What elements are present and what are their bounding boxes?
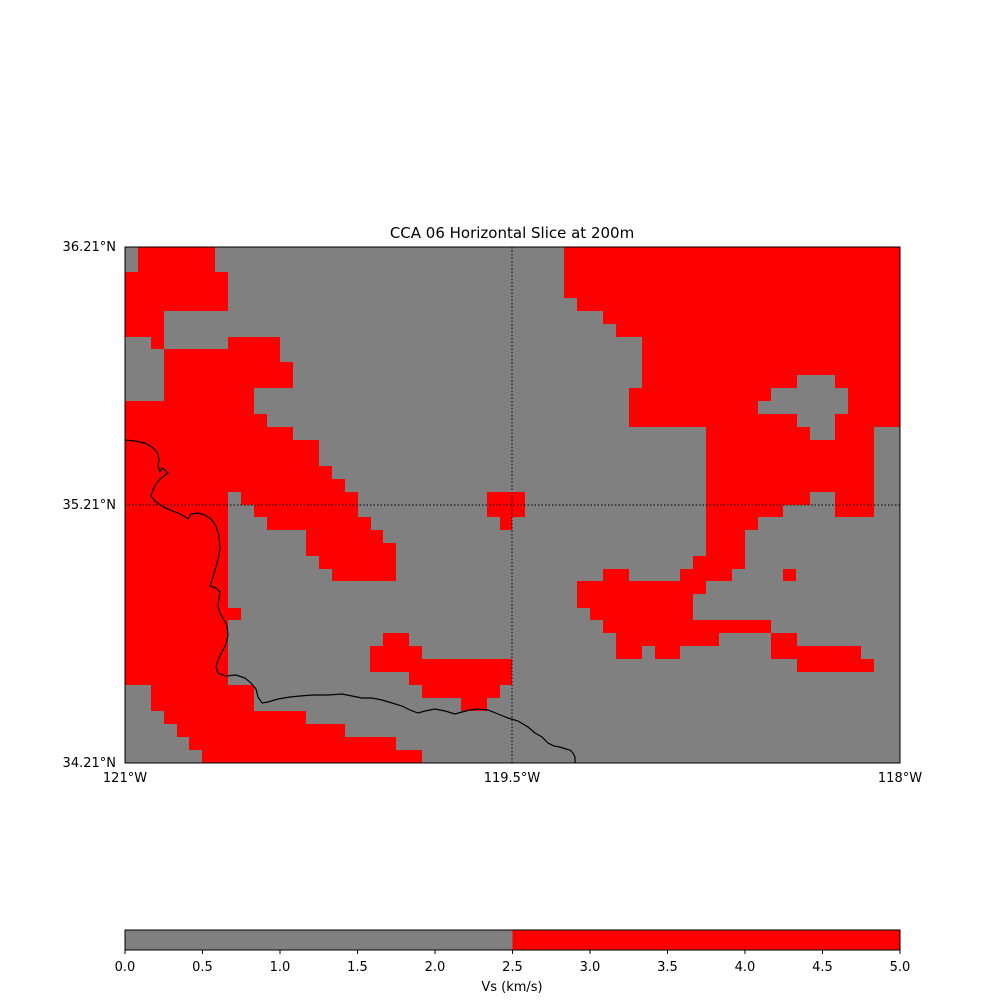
high-velocity-patch-small [783,569,796,581]
colorbar-tick-label: 0.5 [192,960,213,975]
high-velocity-region-northeast [564,247,900,659]
colorbar: 0.0 0.5 1.0 1.5 2.0 2.5 3.0 3.5 4.0 4.5 5.0 Vs (km… [115,929,911,995]
colorbar-tick-label: 5.0 [890,960,911,975]
lon-label-middle: 119.5°W [484,771,541,786]
colorbar-segment-high [512,930,900,950]
high-velocity-region-south-central [370,633,512,711]
colorbar-tick-label: 2.0 [425,960,446,975]
colorbar-segment-low [125,930,513,950]
colorbar-tick-label: 4.0 [735,960,756,975]
colorbar-tick-label: 4.5 [812,960,833,975]
colorbar-tick-label: 1.5 [347,960,368,975]
colorbar-tick-label: 3.5 [657,960,678,975]
high-velocity-patch-center [487,492,525,530]
colorbar-tick-label: 3.0 [580,960,601,975]
coastline [124,439,576,763]
lon-label-left: 121°W [103,771,147,786]
lat-label-middle: 35.21°N [63,498,116,513]
colorbar-label: Vs (km/s) [481,980,542,995]
map-frame [124,246,901,764]
colorbar-tick-label: 0.0 [115,960,136,975]
high-velocity-region-southeast [771,633,874,672]
colorbar-ticks: 0.0 0.5 1.0 1.5 2.0 2.5 3.0 3.5 4.0 4.5 5.0 [115,950,911,975]
map-panel [124,246,901,764]
low-velocity-hole-northeast [758,375,848,440]
lon-label-right: 118°W [878,771,922,786]
colorbar-tick-label: 2.5 [502,960,523,975]
plot-title: CCA 06 Horizontal Slice at 200m [390,224,634,242]
lat-label-top: 36.21°N [63,240,116,255]
lat-label-bottom: 34.21°N [63,756,116,771]
colorbar-tick-label: 1.0 [270,960,291,975]
